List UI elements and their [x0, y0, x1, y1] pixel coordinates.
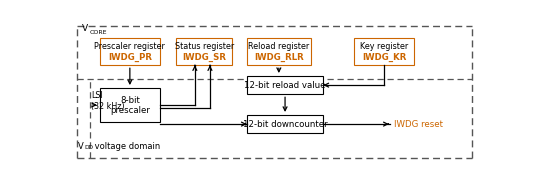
Text: prescaler: prescaler [110, 106, 150, 115]
Text: IWDG_SR: IWDG_SR [182, 53, 226, 62]
Text: 12-bit reload value: 12-bit reload value [245, 81, 326, 90]
Text: Prescaler register: Prescaler register [95, 42, 166, 51]
Text: IWDG_KR: IWDG_KR [362, 53, 406, 62]
Text: IWDG reset: IWDG reset [394, 120, 443, 129]
Text: CORE: CORE [90, 30, 107, 35]
Text: Status register: Status register [175, 42, 234, 51]
Text: LSI
(32 kHz): LSI (32 kHz) [91, 91, 125, 111]
Text: IWDG_RLR: IWDG_RLR [254, 53, 304, 62]
Text: 8-bit: 8-bit [120, 96, 140, 105]
Text: V: V [82, 24, 88, 33]
Bar [247, 38, 311, 65]
Text: Key register: Key register [360, 42, 409, 51]
Bar [100, 88, 160, 122]
Bar [247, 115, 324, 133]
Bar [176, 38, 232, 65]
Text: 12-bit downcounter: 12-bit downcounter [243, 120, 327, 129]
Bar [355, 38, 414, 65]
Text: DD: DD [84, 145, 93, 150]
Text: V: V [78, 141, 84, 151]
Text: voltage domain: voltage domain [92, 141, 160, 151]
Bar [100, 38, 160, 65]
Text: IWDG_PR: IWDG_PR [108, 53, 152, 62]
Bar [247, 76, 324, 94]
Text: Reload register: Reload register [248, 42, 310, 51]
